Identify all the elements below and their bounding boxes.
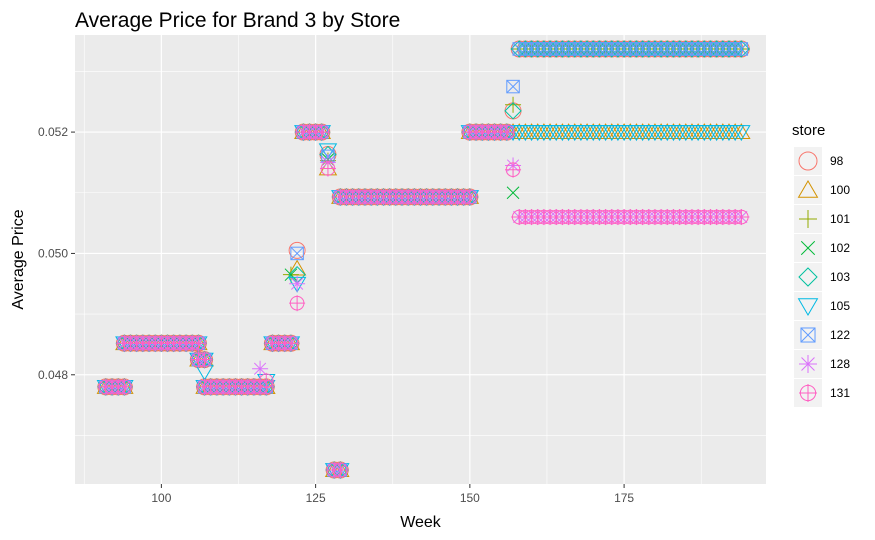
y-axis-ticks: 0.048 0.050 0.052 <box>38 125 75 382</box>
legend-label: 101 <box>830 212 850 226</box>
legend-label: 100 <box>830 183 850 197</box>
legend-item-102: 102 <box>794 234 850 262</box>
legend-label: 105 <box>830 299 850 313</box>
y-axis-title: Average Price <box>10 209 27 309</box>
legend-label: 102 <box>830 241 850 255</box>
y-tick-label: 0.050 <box>38 246 68 260</box>
chart-title: Average Price for Brand 3 by Store <box>75 9 400 32</box>
x-tick-label: 175 <box>614 491 634 505</box>
legend: store 98 100 101 102 103 105 122 128 131 <box>792 122 850 407</box>
legend-title: store <box>792 122 825 139</box>
legend-item-128: 128 <box>794 350 850 378</box>
legend-item-101: 101 <box>794 205 850 233</box>
legend-item-100: 100 <box>794 176 850 204</box>
legend-key <box>794 263 822 291</box>
legend-key <box>794 147 822 175</box>
legend-symbol <box>799 355 817 373</box>
legend-item-98: 98 <box>794 147 844 175</box>
data-point <box>289 276 305 292</box>
legend-label: 131 <box>830 386 850 400</box>
legend-label: 98 <box>830 154 844 168</box>
legend-item-105: 105 <box>794 292 850 320</box>
x-tick-label: 125 <box>306 491 326 505</box>
x-axis-ticks: 100 125 150 175 <box>151 484 634 505</box>
y-tick-label: 0.052 <box>38 125 68 139</box>
x-tick-label: 100 <box>151 491 171 505</box>
x-tick-label: 150 <box>460 491 480 505</box>
legend-item-103: 103 <box>794 263 850 291</box>
x-axis-title: Week <box>400 514 442 531</box>
legend-label: 103 <box>830 270 850 284</box>
legend-label: 128 <box>830 357 850 371</box>
plot-panel <box>75 35 766 484</box>
y-tick-label: 0.048 <box>38 368 68 382</box>
legend-item-131: 131 <box>794 379 850 407</box>
legend-label: 122 <box>830 328 850 342</box>
legend-item-122: 122 <box>794 321 850 349</box>
